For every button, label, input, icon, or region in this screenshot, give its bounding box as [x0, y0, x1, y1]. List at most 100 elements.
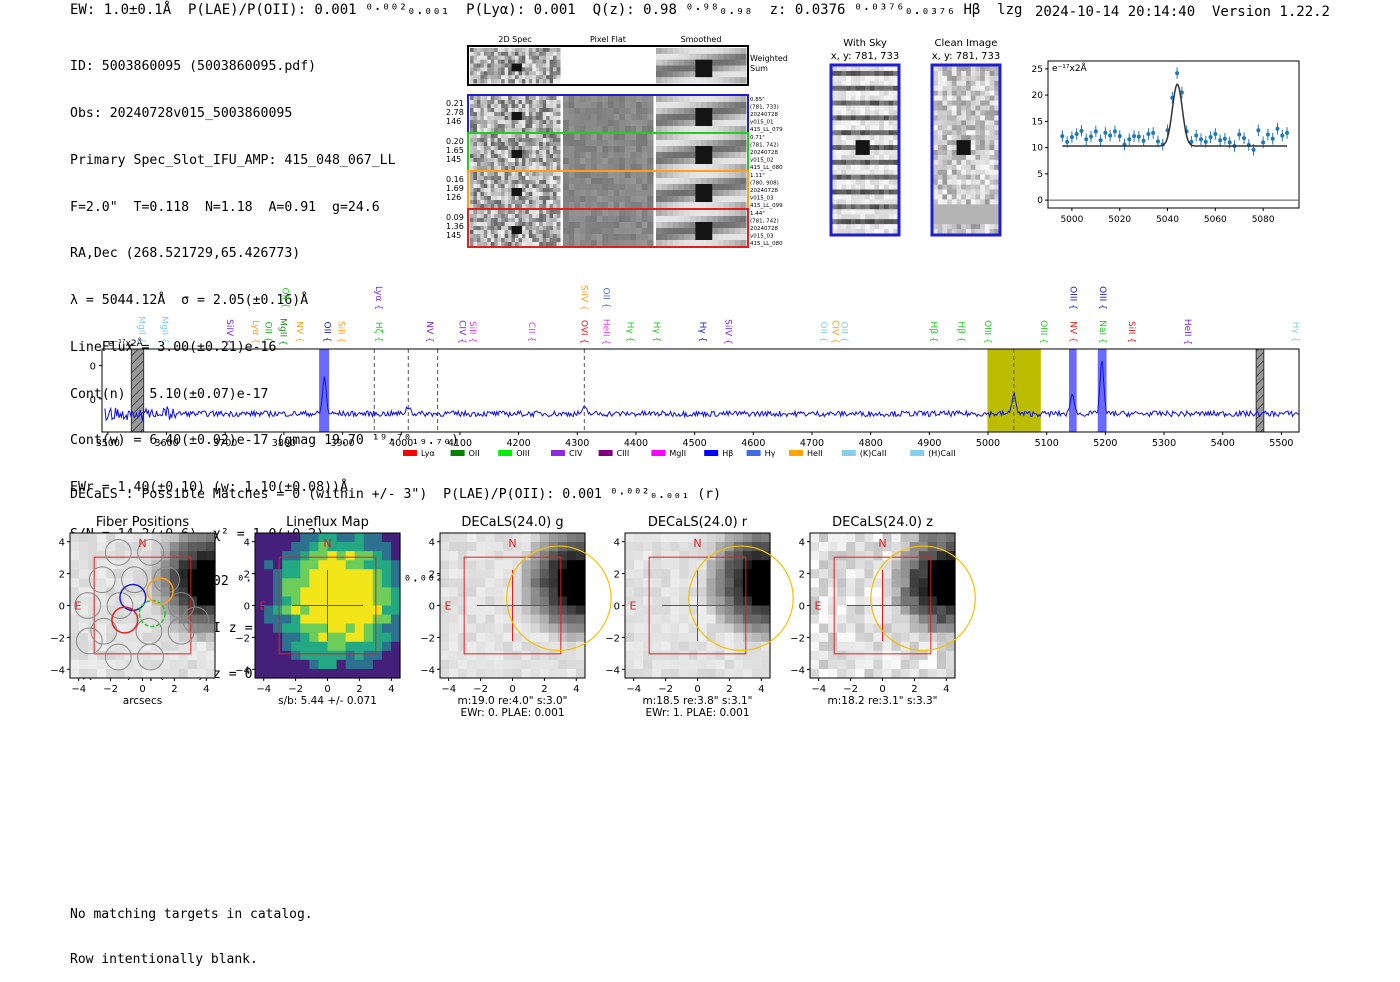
- sky-pixel: [846, 100, 852, 107]
- sky-pixel: [937, 224, 943, 230]
- spec-pixel: [483, 242, 488, 247]
- sky-pixel: [975, 115, 981, 121]
- image-pixel: [345, 560, 356, 570]
- image-pixel: [679, 596, 690, 607]
- image-pixel: [575, 569, 586, 579]
- sky-pixel: [994, 120, 1000, 126]
- image-pixel: [688, 641, 699, 652]
- sky-pixel: [947, 214, 953, 220]
- cutout-row-meta: v015_01: [750, 120, 774, 126]
- image-xtick-label: 4: [203, 684, 209, 695]
- image-pixel: [440, 650, 450, 661]
- flat-pixel: [563, 178, 570, 185]
- sky-pixel: [879, 174, 885, 181]
- spec-pixel: [672, 240, 679, 247]
- sky-pixel: [846, 130, 852, 136]
- spec-pixel: [723, 216, 730, 223]
- flat-pixel: [636, 210, 643, 217]
- spec-pixel: [535, 134, 540, 139]
- spec-pixel: [501, 120, 506, 125]
- spec-pixel: [729, 228, 736, 235]
- sky-pixel: [994, 95, 1000, 102]
- spec-pixel: [480, 158, 485, 163]
- spec-pixel: [689, 102, 696, 109]
- flat-pixel: [568, 216, 575, 223]
- spec-pixel: [661, 65, 668, 72]
- image-pixel: [196, 659, 207, 670]
- spec-pixel: [511, 188, 516, 193]
- spec-pixel: [539, 146, 544, 151]
- sky-pixel: [956, 80, 962, 87]
- spec-pixel: [661, 172, 668, 179]
- spec-pixel: [701, 172, 708, 179]
- sky-pixel: [956, 209, 962, 215]
- image-pixel: [828, 533, 838, 543]
- sky-pixel: [947, 66, 953, 72]
- image-pixel: [706, 641, 717, 652]
- sky-pixel: [888, 125, 894, 131]
- spec-pixel: [473, 112, 478, 117]
- image-pixel: [945, 578, 956, 588]
- spec-pixel: [487, 166, 492, 171]
- image-pixel: [503, 569, 514, 579]
- spec-pixel: [553, 226, 558, 231]
- image-pixel: [530, 605, 541, 616]
- image-pixel: [855, 641, 865, 652]
- spec-pixel: [473, 154, 478, 159]
- flat-pixel: [619, 234, 626, 241]
- flat-pixel: [630, 184, 637, 191]
- spec-pixel: [525, 172, 530, 177]
- zoom-data-point: [1222, 136, 1227, 141]
- sky-pixel: [947, 204, 953, 210]
- image-pixel: [819, 605, 829, 616]
- spec-pixel: [511, 59, 516, 65]
- image-pixel: [521, 605, 532, 616]
- image-pixel: [855, 542, 865, 552]
- spec-pixel: [712, 126, 719, 133]
- cutout-row-meta: 20240728: [750, 226, 778, 232]
- flat-pixel: [568, 240, 575, 247]
- image-pixel: [927, 587, 938, 598]
- sky-pixel: [975, 66, 981, 72]
- image-pixel: [187, 542, 198, 552]
- spec-pixel: [494, 79, 499, 84]
- image-pixel: [715, 569, 726, 579]
- spec-pixel: [508, 196, 513, 201]
- image-pixel: [733, 578, 744, 588]
- spectrum-ytick-label: 40: [90, 362, 96, 373]
- flat-pixel: [568, 134, 575, 141]
- sky-pixel: [841, 110, 847, 116]
- spec-pixel: [483, 79, 488, 84]
- sky-pixel: [989, 145, 995, 151]
- spec-pixel: [661, 134, 668, 141]
- flat-pixel: [619, 120, 626, 127]
- image-pixel: [909, 605, 920, 616]
- spec-pixel: [473, 71, 478, 76]
- spec-pixel: [518, 67, 523, 72]
- image-pixel: [255, 605, 265, 616]
- spec-pixel: [667, 59, 674, 66]
- sky-pixel: [846, 229, 852, 235]
- imaging-panel-caption: arcsecs: [123, 695, 162, 707]
- image-pixel: [643, 578, 653, 588]
- spec-pixel: [483, 71, 488, 76]
- sky-pixel: [970, 75, 976, 82]
- image-pixel: [810, 614, 820, 625]
- flat-pixel: [619, 240, 626, 247]
- spec-pixel: [684, 48, 691, 55]
- spec-pixel: [535, 63, 540, 68]
- spec-pixel: [470, 192, 474, 197]
- image-pixel: [318, 641, 329, 652]
- image-pixel: [273, 614, 283, 625]
- sky-pixel: [951, 105, 958, 111]
- image-pixel: [846, 542, 856, 552]
- sky-pixel: [841, 184, 847, 191]
- sky-pixel: [874, 224, 880, 230]
- flat-pixel: [641, 158, 648, 165]
- spec-pixel: [556, 134, 561, 139]
- sky-pixel: [888, 145, 894, 151]
- sky-pixel: [883, 130, 890, 136]
- image-pixel: [381, 641, 392, 652]
- sky-pixel: [869, 174, 875, 181]
- image-pixel: [97, 596, 107, 607]
